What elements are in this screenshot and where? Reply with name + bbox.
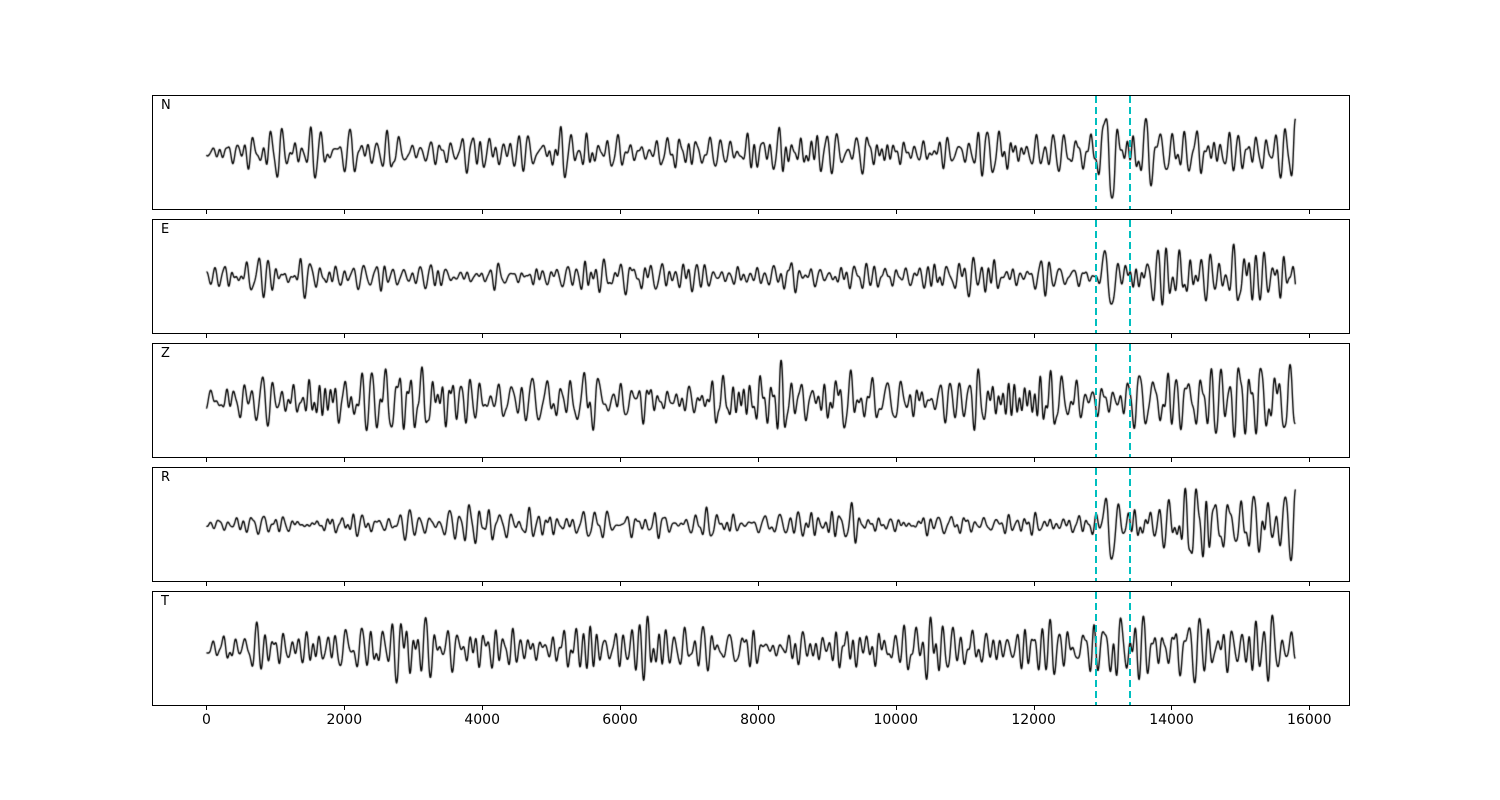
x-tick-mark	[344, 706, 345, 710]
x-tick-mark	[620, 210, 621, 214]
x-tick-mark	[758, 334, 759, 338]
x-tick-label: 8000	[740, 712, 776, 728]
event-window-line	[1129, 96, 1132, 209]
event-window-line	[1129, 344, 1132, 457]
x-tick-mark	[620, 582, 621, 586]
x-tick-mark	[482, 210, 483, 214]
x-tick-mark	[896, 210, 897, 214]
event-window-line	[1129, 220, 1132, 333]
x-tick-mark	[1034, 706, 1035, 710]
event-window-line	[1094, 344, 1097, 457]
waveform-panel-z: Z	[152, 343, 1350, 458]
x-tick-label: 6000	[602, 712, 638, 728]
x-tick-mark	[344, 334, 345, 338]
x-tick-label: 12000	[1011, 712, 1056, 728]
x-tick-mark	[1171, 458, 1172, 462]
x-tick-mark	[620, 458, 621, 462]
x-tick-mark	[1309, 706, 1310, 710]
x-tick-mark	[1309, 210, 1310, 214]
channel-label: E	[161, 222, 170, 237]
x-tick-mark	[482, 334, 483, 338]
event-window-line	[1094, 96, 1097, 209]
x-tick-mark	[206, 334, 207, 338]
channel-label: R	[161, 470, 171, 485]
x-tick-mark	[482, 458, 483, 462]
x-tick-mark	[1171, 210, 1172, 214]
x-tick-label: 10000	[873, 712, 919, 728]
x-tick-mark	[758, 210, 759, 214]
x-tick-mark	[344, 458, 345, 462]
x-tick-mark	[896, 334, 897, 338]
x-tick-mark	[344, 582, 345, 586]
x-tick-label: 0	[201, 712, 211, 728]
x-tick-mark	[896, 582, 897, 586]
x-tick-mark	[482, 706, 483, 710]
waveform-trace	[152, 467, 1350, 582]
x-tick-mark	[206, 210, 207, 214]
event-window-line	[1129, 592, 1132, 705]
x-tick-mark	[1034, 582, 1035, 586]
x-tick-mark	[1309, 582, 1310, 586]
waveform-panel-n: N	[152, 95, 1350, 210]
waveform-trace	[152, 343, 1350, 458]
x-tick-mark	[206, 582, 207, 586]
x-tick-mark	[758, 458, 759, 462]
x-tick-mark	[206, 458, 207, 462]
x-tick-mark	[896, 458, 897, 462]
channel-label: T	[161, 594, 169, 609]
x-tick-mark	[482, 582, 483, 586]
x-tick-mark	[206, 706, 207, 710]
x-tick-mark	[1309, 458, 1310, 462]
x-tick-mark	[1171, 706, 1172, 710]
waveform-trace	[152, 95, 1350, 210]
x-tick-mark	[1034, 210, 1035, 214]
x-tick-label: 14000	[1149, 712, 1194, 728]
x-tick-mark	[620, 334, 621, 338]
x-tick-mark	[620, 706, 621, 710]
x-tick-mark	[1309, 334, 1310, 338]
x-tick-label: 2000	[326, 712, 363, 728]
waveform-trace	[152, 219, 1350, 334]
waveform-panel-t: T	[152, 591, 1350, 706]
x-tick-label: 4000	[464, 712, 500, 728]
x-tick-mark	[758, 582, 759, 586]
waveform-panel-e: E	[152, 219, 1350, 334]
x-tick-label: 16000	[1287, 712, 1332, 728]
x-tick-mark	[344, 210, 345, 214]
x-tick-mark	[896, 706, 897, 710]
channel-label: N	[161, 98, 171, 113]
waveform-panel-r: R	[152, 467, 1350, 582]
waveform-trace	[152, 591, 1350, 706]
x-tick-mark	[758, 706, 759, 710]
x-tick-mark	[1171, 582, 1172, 586]
x-tick-mark	[1034, 334, 1035, 338]
x-tick-mark	[1034, 458, 1035, 462]
event-window-line	[1094, 468, 1097, 581]
x-tick-mark	[1171, 334, 1172, 338]
event-window-line	[1094, 220, 1097, 333]
event-window-line	[1094, 592, 1097, 705]
channel-label: Z	[161, 346, 170, 361]
event-window-line	[1129, 468, 1132, 581]
